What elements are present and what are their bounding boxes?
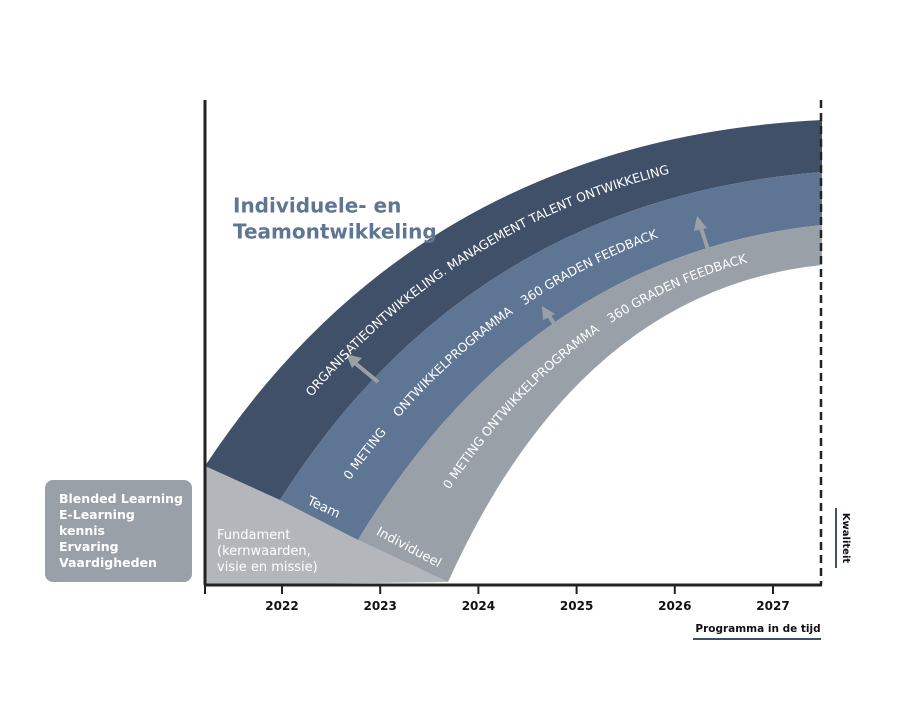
side-line: Blended Learning <box>59 491 183 506</box>
x-axis-label: Programma in de tijd <box>695 623 820 635</box>
year-label: 2027 <box>756 599 789 613</box>
year-label: 2024 <box>462 599 495 613</box>
fundament-text: Fundament (kernwaarden, visie en missie) <box>217 528 318 575</box>
side-box <box>45 480 192 582</box>
fundament-line: Fundament <box>217 528 290 543</box>
year-label: 2025 <box>560 599 593 613</box>
title: Individuele- en <box>233 194 401 218</box>
band-organisation <box>205 120 822 500</box>
side-line: Ervaring <box>59 539 119 554</box>
year-label: 2022 <box>265 599 298 613</box>
band-team <box>280 172 822 540</box>
fundament-line: visie en missie) <box>217 560 318 575</box>
year-label: 2026 <box>658 599 691 613</box>
side-line: kennis <box>59 523 105 538</box>
side-box-text: Blended Learning E-Learning kennis Ervar… <box>59 491 183 570</box>
year-label: 2023 <box>363 599 396 613</box>
fundament-line: (kernwaarden, <box>217 544 311 559</box>
title: Teamontwikkeling <box>233 220 437 244</box>
arrows <box>346 216 714 384</box>
fundament-area <box>205 466 448 585</box>
band-individueel <box>358 225 822 582</box>
y-axis-label: Kwaliteit <box>840 513 851 564</box>
ticks: 2022 2023 2024 2025 2026 2027 <box>204 585 790 613</box>
side-line: E-Learning <box>59 507 135 522</box>
side-line: Vaardigheden <box>59 555 157 570</box>
